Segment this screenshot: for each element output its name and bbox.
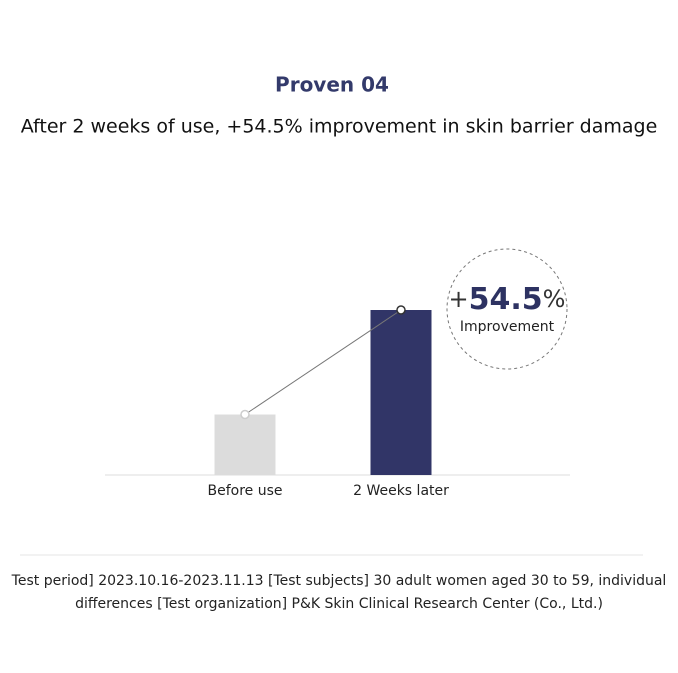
trend-marker [240, 409, 250, 420]
annotation-unit: % [543, 285, 566, 313]
trend-marker [396, 305, 406, 315]
chart-title: Proven 04 [275, 73, 389, 97]
annotation-sign: + [449, 285, 469, 313]
annotation-label: Improvement [460, 319, 555, 335]
annotation-value: +54.5% [449, 282, 566, 317]
footnote: Test period] 2023.10.16-2023.11.13 [Test… [11, 573, 667, 612]
trend-line [244, 309, 402, 415]
bar [214, 414, 276, 475]
annotation-circle [446, 248, 568, 370]
annotation-number: 54.5 [469, 282, 543, 317]
x-tick-label: Before use [207, 483, 282, 499]
x-tick-label: 2 Weeks later [353, 483, 449, 499]
chart-subtitle: After 2 weeks of use, +54.5% improvement… [21, 116, 658, 138]
bar [370, 310, 432, 475]
